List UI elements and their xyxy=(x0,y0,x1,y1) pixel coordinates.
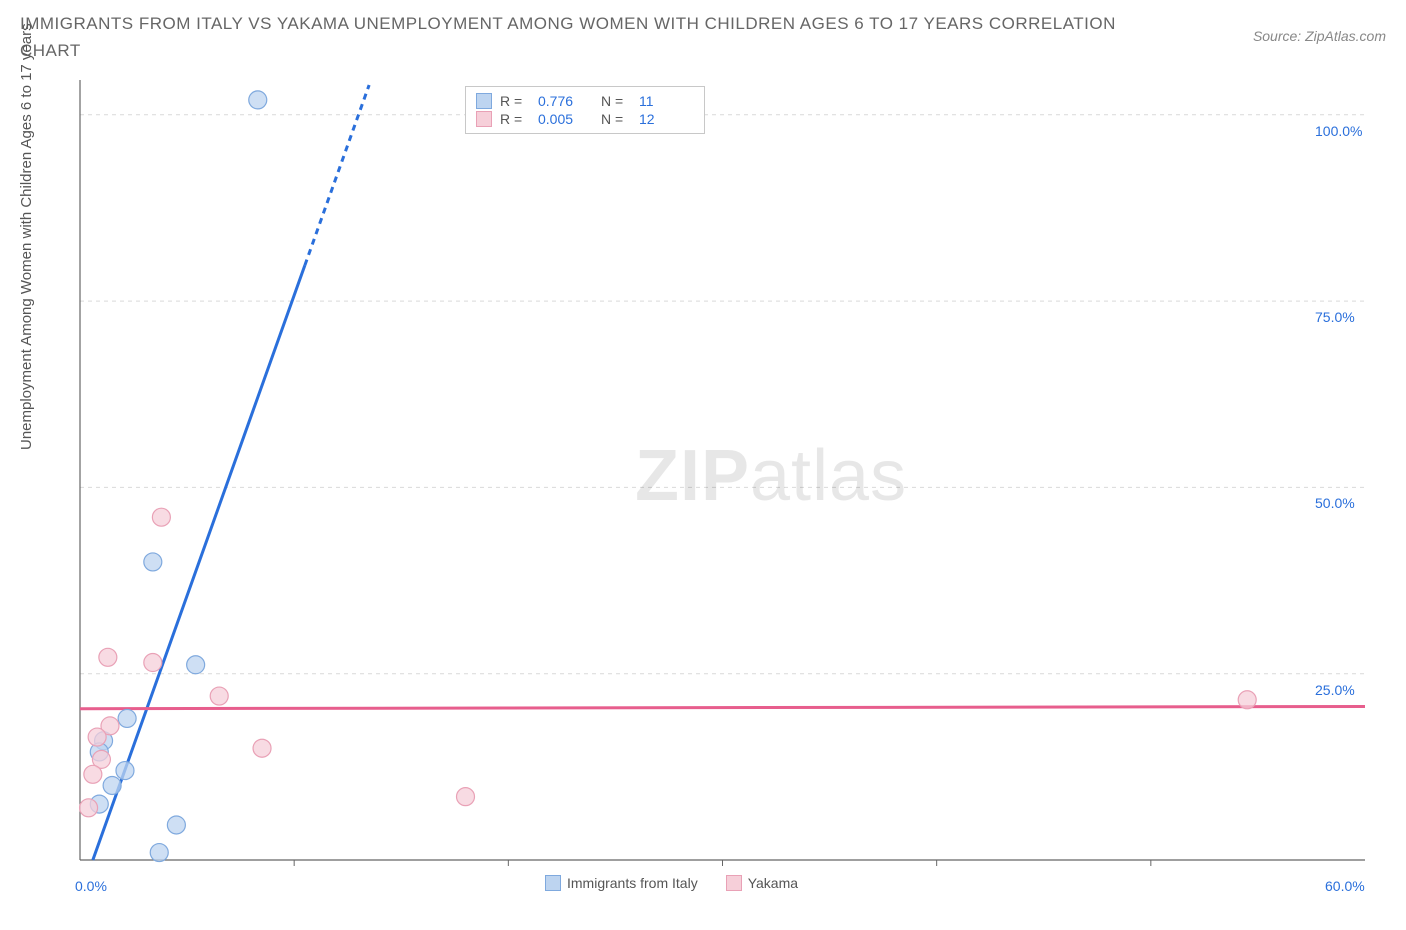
chart-title: IMMIGRANTS FROM ITALY VS YAKAMA UNEMPLOY… xyxy=(20,10,1170,64)
legend-stat-row: R = 0.005 N = 12 xyxy=(476,111,694,127)
x-tick-label: 0.0% xyxy=(75,878,107,894)
source-label: Source: ZipAtlas.com xyxy=(1253,10,1386,44)
legend-series: Immigrants from Italy Yakama xyxy=(545,875,798,891)
legend-n-label: N = xyxy=(601,111,631,127)
x-tick-label: 60.0% xyxy=(1325,878,1365,894)
legend-r-value: 0.005 xyxy=(538,111,593,127)
plot-area: ZIPatlas R =0.776N =11R =0.005N =12 Immi… xyxy=(75,80,1375,870)
y-axis-label: Unemployment Among Women with Children A… xyxy=(18,23,35,450)
legend-r-value: 0.776 xyxy=(538,93,593,109)
y-tick-label: 25.0% xyxy=(1315,682,1355,698)
legend-stat-row: R = 0.776 N = 11 xyxy=(476,93,694,109)
legend-stats: R = 0.776 N = 11 R = 0.005 N = 12 xyxy=(465,86,705,134)
legend-swatch-icon xyxy=(476,111,492,127)
legend-n-value: 11 xyxy=(639,93,694,109)
legend-r-label: R = xyxy=(500,111,530,127)
legend-swatch-icon xyxy=(726,875,742,891)
legend-series-item: Immigrants from Italy xyxy=(545,875,698,891)
legend-series-label: Yakama xyxy=(748,875,798,891)
legend-swatch-icon xyxy=(545,875,561,891)
legend-series-label: Immigrants from Italy xyxy=(567,875,698,891)
y-tick-label: 50.0% xyxy=(1315,495,1355,511)
legend-n-value: 12 xyxy=(639,111,694,127)
legend-r-label: R = xyxy=(500,93,530,109)
y-tick-label: 100.0% xyxy=(1315,123,1362,139)
legend-swatch-icon xyxy=(476,93,492,109)
chart-svg xyxy=(75,80,1375,870)
y-tick-label: 75.0% xyxy=(1315,309,1355,325)
legend-series-item: Yakama xyxy=(726,875,798,891)
legend-n-label: N = xyxy=(601,93,631,109)
